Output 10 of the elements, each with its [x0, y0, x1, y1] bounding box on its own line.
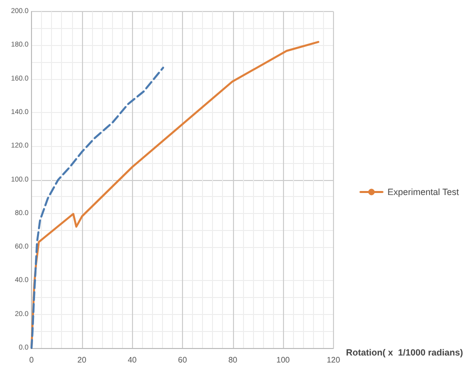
x-tick-label: 60 — [178, 356, 188, 364]
x-tick-label: 20 — [77, 356, 87, 364]
x-tick-label: 40 — [128, 356, 138, 364]
x-tick-label: 120 — [326, 356, 341, 364]
line-series — [30, 66, 164, 349]
x-tick-label: 80 — [228, 356, 238, 364]
x-tick-label: 100 — [276, 356, 290, 364]
x-tick-label: 0 — [29, 356, 34, 364]
legend-label: Experimental Test — [387, 187, 460, 197]
x-axis-title: Rotation( x 1/1000 radians) — [346, 348, 463, 358]
